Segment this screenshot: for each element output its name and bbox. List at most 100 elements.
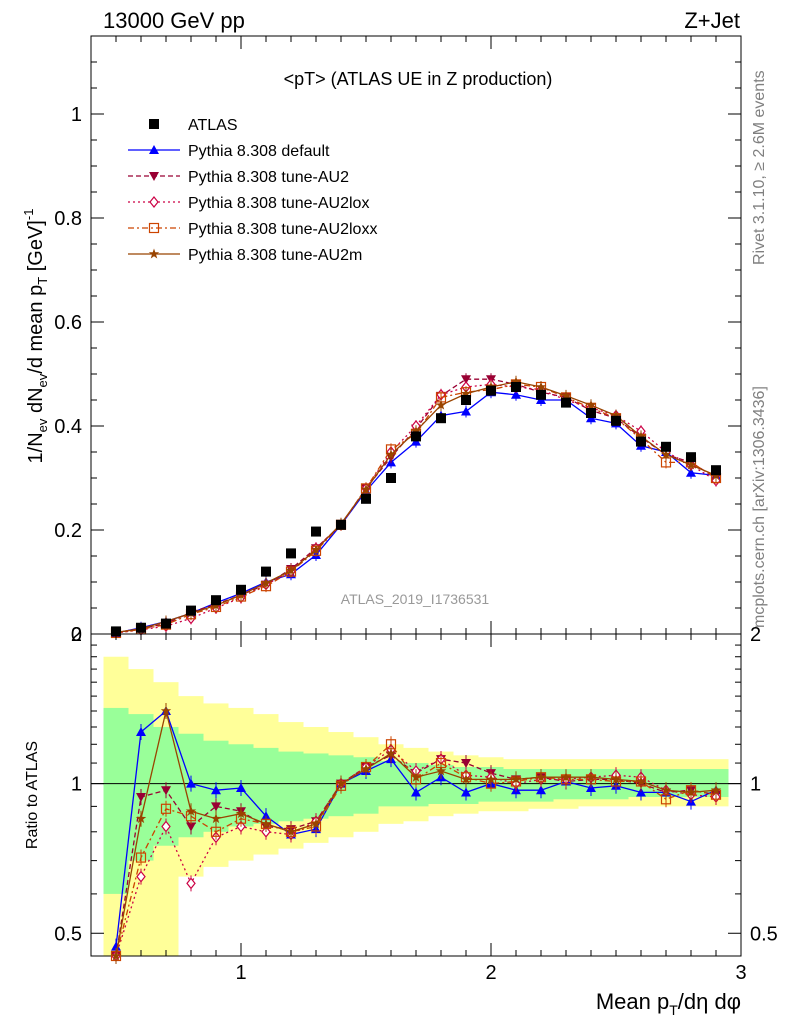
ratio-point-default [261,811,271,821]
xlabel-part-b: T [669,1002,678,1018]
main-point-au2m [585,399,597,410]
legend-marker-au2 [149,172,159,181]
main-y-axis: 0 0.2 0.4 0.6 0.8 1 [54,61,741,646]
ratio-point-au2 [136,792,146,802]
ratio-y-tick-label: 0.5 [54,923,82,945]
main-x-ticks [115,36,742,634]
main-point-atlas [436,413,446,424]
ratio-point-default [586,782,596,792]
main-point-atlas [586,408,596,418]
ratio-point-au2m [335,778,347,789]
ratio-point-default [211,785,221,795]
ratio-series-layer [110,702,722,964]
ratio-point-au2m [210,813,222,824]
main-point-atlas [336,519,346,530]
ratio-point-au2m [185,805,197,816]
ratio-point-default [236,782,246,792]
main-point-atlas [511,382,521,392]
ratio-point-au2m [260,818,272,829]
main-y-tick-label: 0.6 [54,312,82,334]
ratio-point-au2m [685,786,697,797]
main-point-au2m [610,410,622,421]
rivet-version-label: Rivet 3.1.10, ≥ 2.6M events [751,70,768,265]
main-point-atlas [486,385,496,396]
ratio-point-au2m [635,775,647,786]
ratio-point-au2 [461,759,471,769]
ratio-point-default [186,778,196,788]
band-inner-segment [278,751,304,822]
main-point-au2m [435,399,447,410]
main-point-atlas [311,526,321,537]
ratio-point-au2m [585,771,597,782]
ratio-point-au2m [610,773,622,784]
ratio-point-au2m [535,771,547,782]
ylabel-part-c: dN [25,387,47,418]
ratio-point-au2m [410,771,422,782]
main-point-au2m [510,376,522,387]
legend-marker-au2lox [149,196,159,208]
ratio-y-tick-label: 2 [71,624,82,646]
header-left: 13000 GeV pp [103,8,245,33]
legend-label-au2m: Pythia 8.308 tune-AU2m [188,247,362,264]
main-point-atlas [686,452,696,463]
ratio-point-au2loxx [210,826,222,837]
ratio-panel: 0.5 0.5 1 1 2 2 1 2 3 Ratio to ATLAS Mean pT/dη… [24,624,778,1018]
ratio-y-tick-label: 1 [71,774,82,796]
ratio-point-default [136,727,146,737]
main-point-au2m [410,425,422,436]
main-series-layer [110,373,722,639]
main-point-atlas [561,397,571,408]
ratio-point-default [461,787,471,797]
main-point-default [686,467,696,477]
ylabel-part-b: ev [35,418,50,432]
legend: ATLAS Pythia 8.308 default Pythia 8.308 tu… [128,117,377,264]
main-point-au2m [360,483,372,494]
main-point-au2m [310,544,322,555]
ratio-point-au2m [660,784,672,795]
ratio-point-au2m [160,705,172,716]
main-point-atlas [236,584,246,595]
main-point-atlas [286,548,296,559]
main-point-atlas [461,395,471,405]
main-y-tick-label: 0 [71,624,82,646]
ratio-point-default [411,787,421,797]
band-inner-segment [103,707,129,894]
ratio-y-tick-label-right: 0.5 [750,923,778,945]
ratio-point-default [536,785,546,795]
main-point-atlas [136,622,146,633]
main-point-atlas [361,493,371,504]
ratio-point-au2m [485,773,497,784]
ratio-x-axis: 1 2 3 [115,634,747,984]
ratio-point-au2m [285,826,297,837]
main-series-atlas [111,382,721,637]
legend-label-au2: Pythia 8.308 tune-AU2 [188,169,349,186]
legend-marker-data [149,119,159,129]
ratio-point-au2m [385,747,397,758]
ratio-series-au2m [110,702,722,964]
ratio-x-tick-label: 2 [485,962,496,984]
ylabel-part-h: -1 [21,209,36,221]
main-point-au2m [635,430,647,441]
ratio-point-au2m [110,950,122,961]
ylabel-part-d: ev [35,373,50,387]
main-panel: <pT> (ATLAS UE in Z production) ATLAS_20… [21,35,742,646]
ratio-point-au2m [460,773,472,784]
main-y-tick-label: 0.4 [54,416,82,438]
ratio-y-tick-label-right: 1 [750,774,761,796]
main-point-au2m [460,388,472,399]
main-point-au2m [660,449,672,460]
main-y-axis-label: 1/Nev dNev/d mean pT [GeV]-1 [21,209,50,464]
main-point-atlas [186,605,196,616]
ratio-point-au2 [211,802,221,812]
legend-label-au2loxx: Pythia 8.308 tune-AU2loxx [188,221,377,238]
main-point-default [511,389,521,399]
main-point-atlas [636,436,646,447]
main-point-atlas [711,465,721,476]
ylabel-part-g: [GeV] [25,220,47,277]
main-point-atlas [111,626,121,637]
main-point-au2m [385,449,397,460]
main-point-atlas [611,415,621,426]
main-point-default [461,406,471,416]
main-point-au2 [461,375,471,385]
legend-label-default: Pythia 8.308 default [188,143,330,160]
